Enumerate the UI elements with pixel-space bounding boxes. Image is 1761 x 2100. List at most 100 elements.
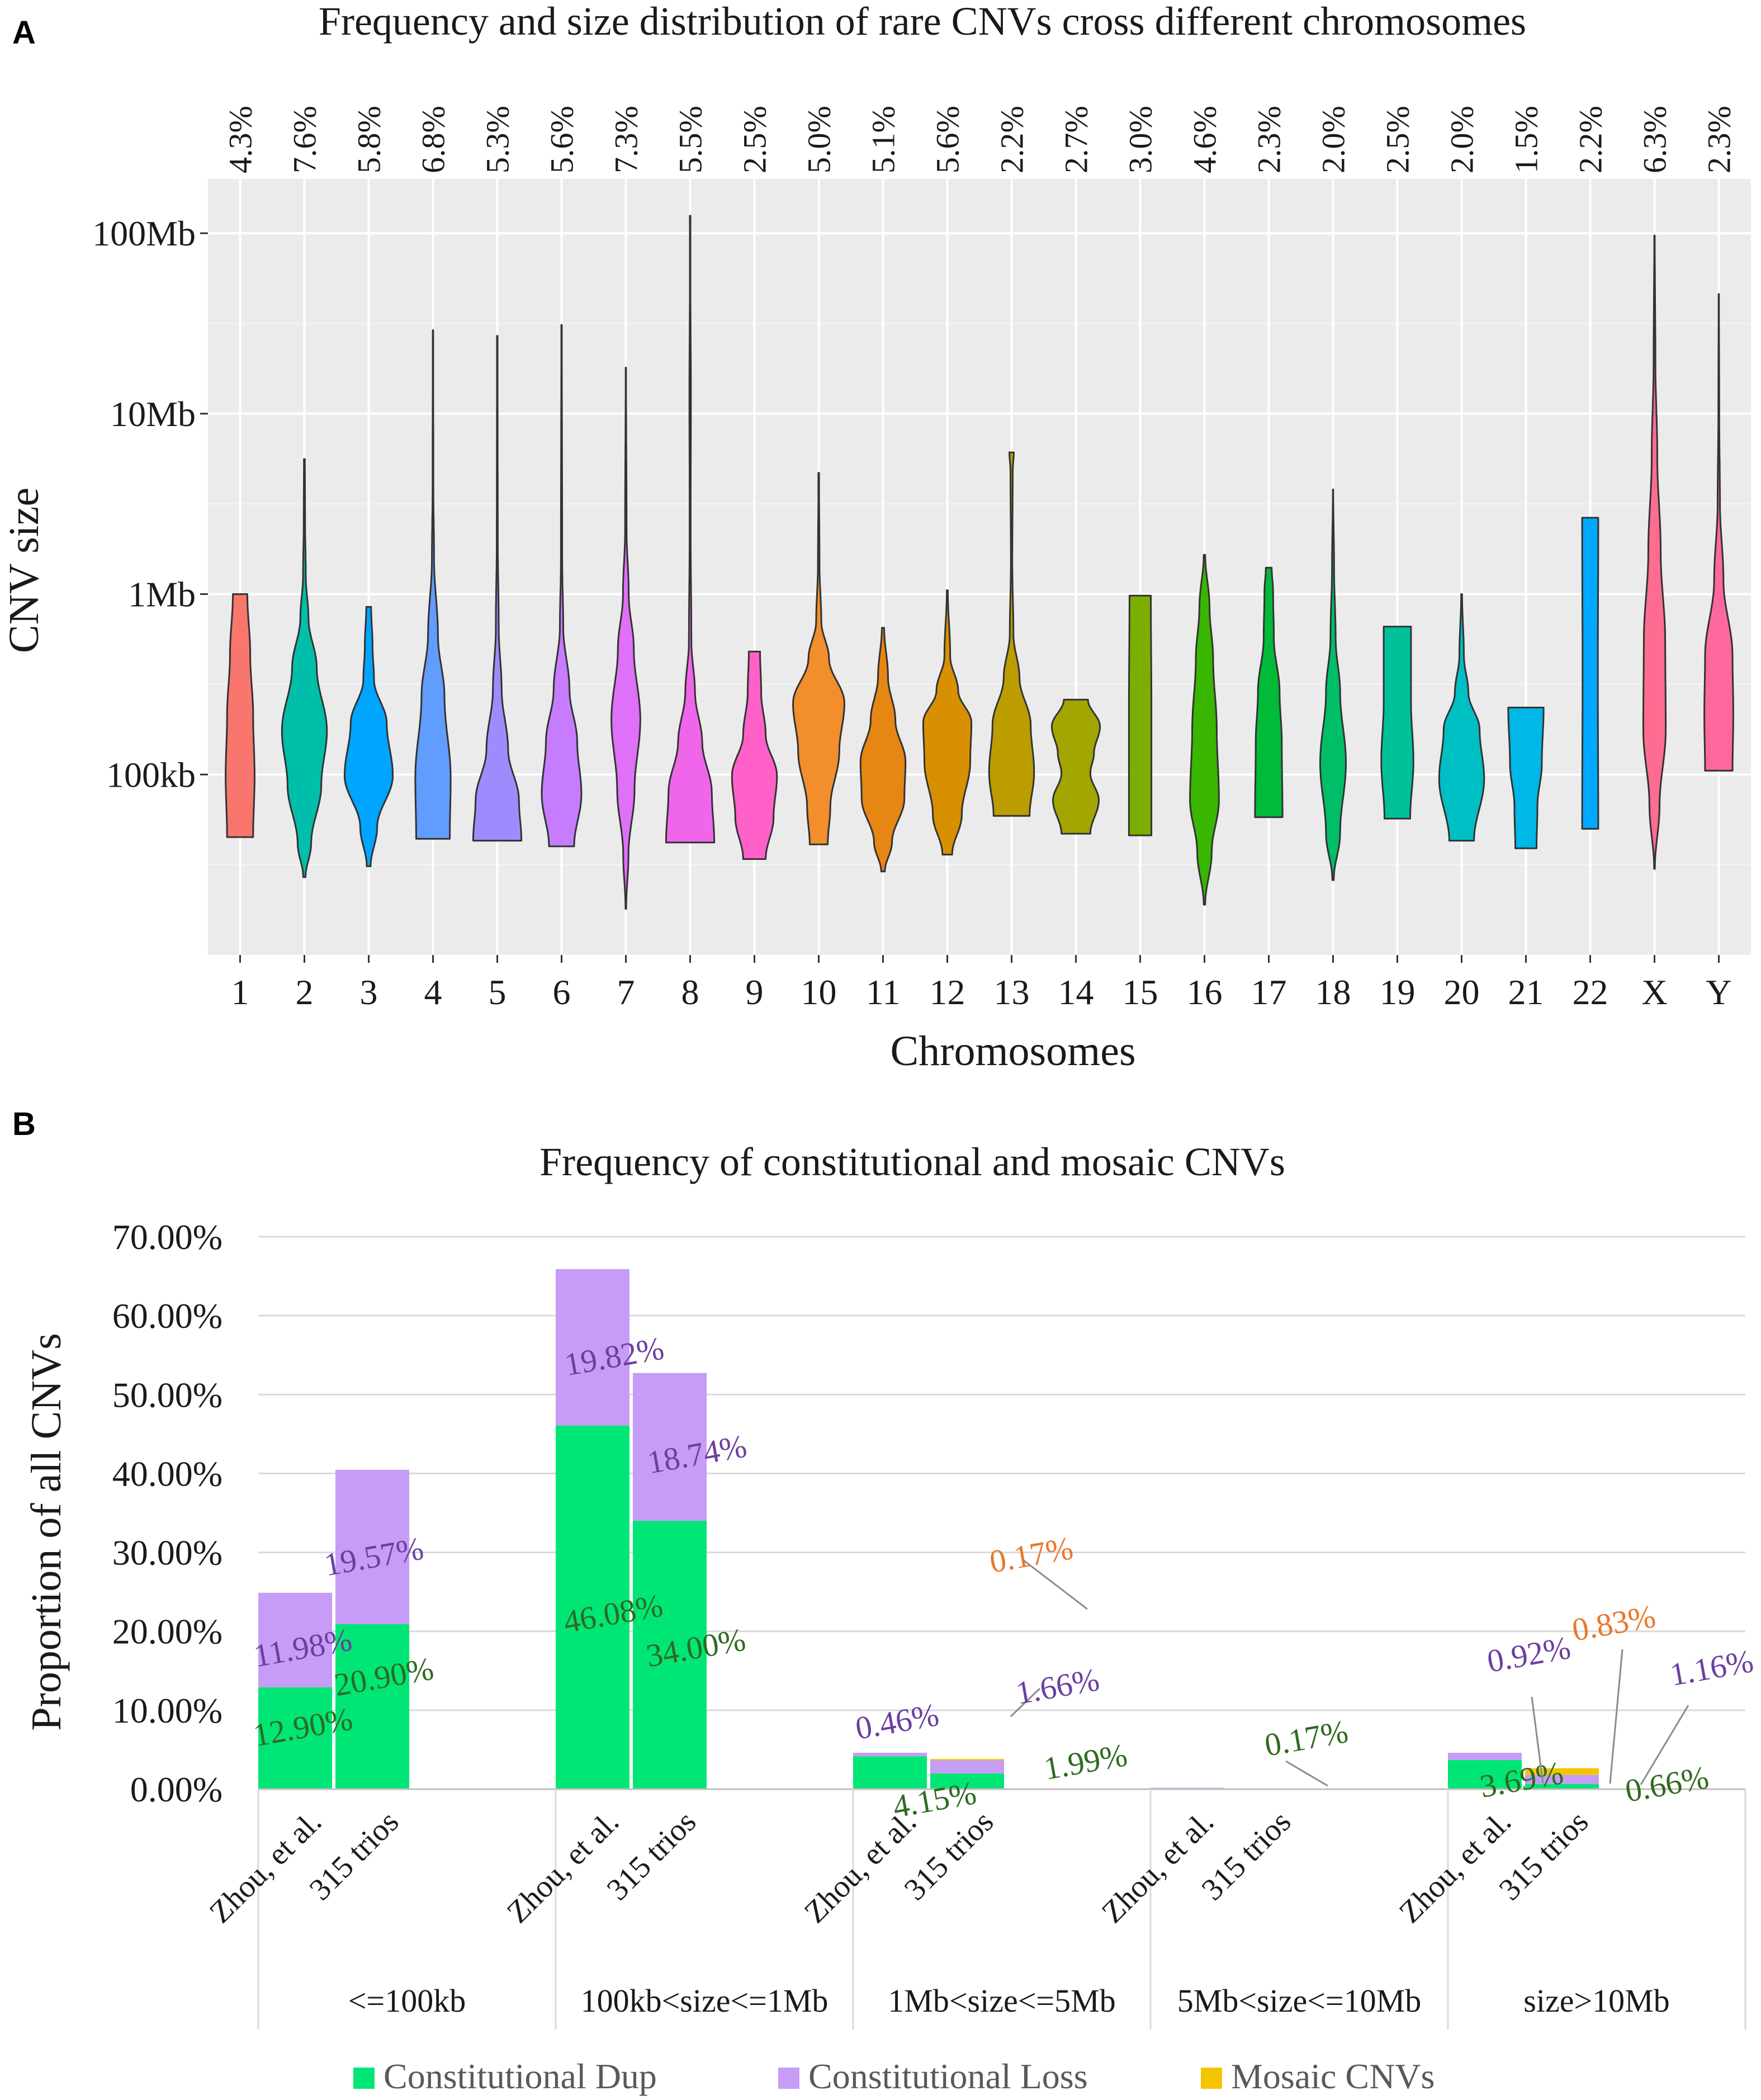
chromosome-frequency-label: 2.0%: [1315, 106, 1352, 173]
bar-layer: [258, 1269, 1599, 1789]
annotation-leader-line: [1640, 1705, 1689, 1785]
violin-x-axis-title: Chromosomes: [890, 1028, 1135, 1075]
violin-x-tick-label: Y: [1706, 972, 1731, 1012]
legend-swatch: [353, 2068, 375, 2089]
violin-y-tick-label: 1Mb: [128, 575, 196, 614]
bar-gridlines: [258, 1236, 1745, 1790]
bar-value-label: 0.83%: [1569, 1598, 1658, 1648]
violin-x-tick-label: 12: [930, 972, 965, 1012]
annotation-leader-line: [1010, 1687, 1041, 1718]
bar-annotations: 12.90%11.98%20.90%19.57%46.08%19.82%34.0…: [250, 1330, 1756, 1825]
bar-y-tick-label: 20.00%: [112, 1612, 223, 1652]
chromosome-frequency-label: 2.3%: [1701, 106, 1738, 173]
violin-x-tick-label: 15: [1123, 972, 1158, 1012]
panel-a-letter: A: [12, 15, 36, 51]
chromosome-frequency-label: 5.3%: [480, 106, 516, 173]
chromosome-frequency-label: 1.5%: [1508, 106, 1545, 173]
violin-y-tick-label: 10Mb: [110, 394, 196, 434]
bar-source-label: Zhou, et al.: [1095, 1804, 1220, 1929]
violin-frequency-labels: 4.3% 7.6% 5.8% 6.8% 5.3% 5.6% 7.3% 5.5% 2.5% 5.0%…: [223, 106, 1738, 173]
violin-chr-18: [1319, 489, 1347, 881]
bar-segment-constitutional-dup: [258, 1687, 332, 1789]
chromosome-frequency-label: 2.0%: [1444, 106, 1480, 173]
violin-y-tick-label: 100Mb: [92, 214, 196, 253]
violin-chr-X: [1642, 234, 1667, 870]
bar-value-label: 0.66%: [1622, 1759, 1711, 1809]
chromosome-frequency-label: 5.5%: [673, 106, 709, 173]
bar-value-label: 0.17%: [987, 1530, 1076, 1580]
violin-y-axis-title: CNV size: [1, 488, 48, 653]
violin-x-tick-label: 7: [617, 972, 635, 1012]
chromosome-frequency-label: 4.3%: [223, 106, 259, 173]
violin-chr-5: [472, 335, 523, 842]
violin-layer: [225, 215, 1734, 910]
bar-segment-constitutional-dup: [930, 1773, 1004, 1789]
violin-x-tick-label: 20: [1444, 972, 1480, 1012]
violin-chr-22: [1581, 517, 1599, 830]
violin-chart-title: Frequency and size distribution of rare …: [319, 0, 1526, 44]
bar-y-axis-title: Proportion of all CNVs: [23, 1333, 70, 1730]
chromosome-frequency-label: 4.6%: [1187, 106, 1223, 173]
bar-segment-mosaic-cnvs: [1525, 1768, 1599, 1775]
violin-chr-13: [988, 451, 1035, 817]
violin-chr-21: [1507, 707, 1545, 849]
bar-segment-mosaic-cnvs: [930, 1759, 1004, 1761]
bar-value-label: 1.16%: [1667, 1643, 1756, 1693]
chromosome-frequency-label: 2.2%: [994, 106, 1030, 173]
bar-segment-constitutional-loss: [930, 1760, 1004, 1773]
violin-x-tick-label: 9: [746, 972, 764, 1012]
bar-value-label: 1.66%: [1013, 1661, 1102, 1711]
bar-y-tick-label: 50.00%: [112, 1375, 223, 1415]
chromosome-frequency-label: 7.6%: [287, 106, 323, 173]
bar-value-label: 0.92%: [1484, 1629, 1573, 1680]
violin-chr-10: [792, 472, 845, 845]
chromosome-frequency-label: 7.3%: [608, 106, 645, 173]
violin-chr-14: [1050, 698, 1101, 835]
chromosome-frequency-label: 5.6%: [930, 106, 966, 173]
bar-segment-constitutional-loss: [853, 1752, 927, 1757]
violin-chr-2: [281, 458, 328, 878]
chromosome-frequency-label: 5.6%: [544, 106, 580, 173]
violin-x-tick-label: 2: [296, 972, 314, 1012]
panel-b-letter: B: [12, 1106, 36, 1142]
bar-chart-title: Frequency of constitutional and mosaic C…: [539, 1139, 1285, 1184]
chromosome-frequency-label: 2.5%: [1380, 106, 1416, 173]
violin-chr-11: [859, 627, 907, 873]
chromosome-frequency-label: 2.7%: [1058, 106, 1095, 173]
bar-y-tick-label: 0.00%: [130, 1770, 223, 1809]
chromosome-frequency-label: 6.3%: [1637, 106, 1673, 173]
annotation-leader-line: [1531, 1696, 1544, 1784]
bar-y-axis: 0.00% 10.00% 20.00% 30.00% 40.00% 50.00% 60.00…: [112, 1217, 223, 1809]
bar-y-tick-label: 70.00%: [112, 1217, 223, 1257]
bar-group-label: 1Mb<size<=5Mb: [888, 1983, 1115, 2019]
violin-x-tick-label: 16: [1187, 972, 1223, 1012]
violin-chr-6: [541, 324, 583, 848]
bar-segment-constitutional-loss: [556, 1269, 629, 1426]
violin-chr-3: [343, 606, 394, 867]
chromosome-frequency-label: 5.1%: [865, 106, 902, 173]
bar-source-label: Zhou, et al.: [203, 1804, 328, 1929]
bar-group-label: 5Mb<size<=10Mb: [1177, 1983, 1421, 2019]
violin-x-tick-label: 18: [1315, 972, 1351, 1012]
legend-label: Constitutional Loss: [808, 2056, 1088, 2096]
violin-chr-9: [731, 650, 778, 860]
chromosome-frequency-label: 2.2%: [1573, 106, 1609, 173]
bar-source-label: Zhou, et al.: [500, 1804, 626, 1929]
bar-legend: Constitutional Dup Constitutional Loss Mos…: [353, 2056, 1435, 2096]
bar-group-label: size>10Mb: [1523, 1983, 1669, 2019]
bar-group-label: <=100kb: [348, 1983, 466, 2019]
violin-x-tick-label: 8: [681, 972, 699, 1012]
violin-chr-7: [610, 367, 641, 910]
violin-y-tick-label: 100kb: [106, 755, 196, 794]
legend-label: Mosaic CNVs: [1231, 2056, 1435, 2096]
violin-chr-1: [225, 593, 255, 838]
bar-y-tick-label: 10.00%: [112, 1691, 223, 1730]
bar-value-label: 0.17%: [1262, 1713, 1351, 1763]
bar-segment-constitutional-loss: [258, 1592, 332, 1687]
violin-chr-16: [1189, 554, 1220, 906]
bar-value-label: 0.46%: [853, 1696, 941, 1747]
violin-chr-15: [1128, 594, 1153, 836]
bar-group-label: 100kb<size<=1Mb: [581, 1983, 829, 2019]
annotation-leader-line: [1285, 1760, 1328, 1787]
annotation-leader-line: [1022, 1559, 1088, 1610]
